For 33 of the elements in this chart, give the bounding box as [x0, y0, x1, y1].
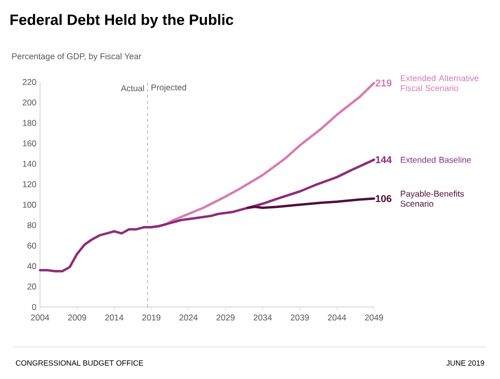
y-tick-label: 80: [27, 222, 36, 228]
y-tick-label: 200: [22, 99, 36, 106]
y-tick-label: 220: [22, 79, 36, 85]
x-tick-label: 2004: [31, 314, 50, 321]
y-tick-label: 20: [27, 284, 36, 290]
x-tick-label: 2034: [254, 314, 272, 321]
y-tick-label: 40: [27, 263, 36, 270]
y-tick-label: 100: [22, 202, 36, 208]
x-tick-label: 2024: [179, 314, 198, 321]
y-tick-label: 140: [22, 160, 36, 167]
y-tick-label: 120: [22, 181, 36, 188]
x-tick-label: 2019: [142, 314, 160, 321]
y-tick-label: 0: [32, 304, 36, 310]
x-tick-label: 2049: [365, 314, 384, 321]
x-tick-label: 2014: [105, 314, 124, 321]
x-tick-label: 2044: [328, 314, 346, 321]
data-label: 219: [376, 80, 392, 87]
y-tick-label: 60: [28, 242, 36, 249]
text: Extended Baseline: [400, 156, 471, 163]
data-label: 144: [376, 156, 392, 164]
y-tick-label: 180: [22, 120, 36, 126]
x-tick-label: 2029: [216, 314, 235, 321]
x-tick-label: 2039: [290, 314, 309, 321]
line-series: [246, 197, 376, 209]
chart-subtitle: Percentage of GDP, by Fiscal Year: [12, 53, 142, 61]
chart-title: Federal Debt Held by the Public: [10, 14, 234, 28]
x-tick-label: 2009: [68, 314, 86, 321]
y-tick-label: 160: [22, 140, 36, 146]
annotation: Actual: [120, 85, 144, 92]
annotation: Projected: [152, 84, 186, 92]
text: Extended Alternative Fiscal Scenario: [400, 74, 478, 92]
text: Payable-Benefits Scenario: [400, 190, 464, 207]
data-label: 106: [376, 195, 392, 202]
